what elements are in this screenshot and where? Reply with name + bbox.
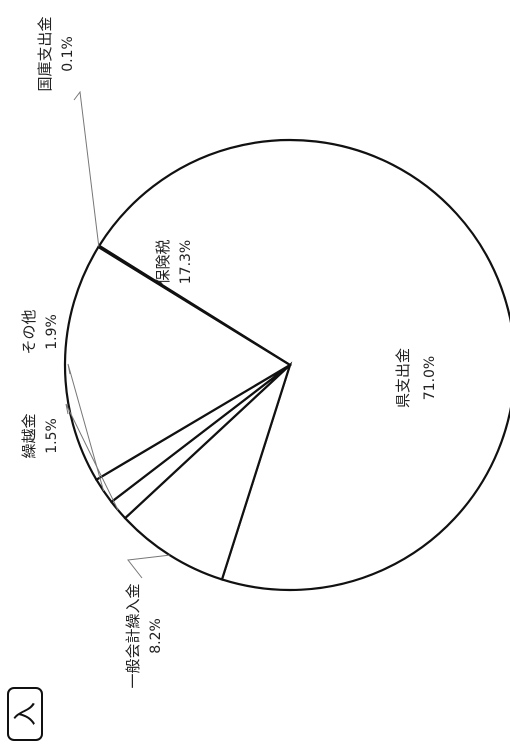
slice-label-6: 国庫支出金 0.1% — [36, 16, 76, 91]
section-mark-box — [7, 687, 43, 741]
slice-label-3: 繰越金 1.5% — [20, 413, 60, 458]
slice-percent: 1.9% — [44, 314, 60, 350]
slice-name: 保険税 — [154, 239, 172, 284]
slice-percent: 1.5% — [44, 418, 60, 454]
slice-label-1: 県支出金 71.0% — [394, 348, 438, 408]
slice-percent: 71.0% — [422, 356, 438, 400]
leader-lines — [65, 90, 170, 579]
pie-slice-5 — [63, 245, 293, 482]
leader-line-6 — [73, 90, 100, 247]
slice-name: その他 — [20, 309, 38, 354]
slice-labels: 県支出金 71.0% 一般会計繰入金 8.2% 繰越金 1.5% その他 1.9% 保険税 17.… — [20, 16, 438, 688]
pie-slices — [63, 138, 510, 592]
slice-label-4: その他 1.9% — [20, 309, 60, 354]
pie-slice-1 — [97, 138, 510, 592]
slice-percent: 17.3% — [178, 240, 194, 284]
slice-name: 国庫支出金 — [36, 16, 54, 91]
leader-line-2 — [127, 554, 170, 579]
slice-percent: 0.1% — [60, 36, 76, 72]
leader-line-4 — [67, 363, 105, 492]
section-mark-text: 入 — [11, 702, 39, 726]
slice-name: 繰越金 — [20, 413, 38, 458]
slice-label-5: 保険税 17.3% — [154, 239, 194, 284]
slice-name: 一般会計繰入金 — [124, 583, 142, 688]
leader-line-3 — [65, 403, 119, 511]
section-mark: 入 — [7, 687, 43, 741]
slice-percent: 8.2% — [148, 618, 164, 654]
slice-name: 県支出金 — [394, 348, 412, 408]
slice-label-2: 一般会計繰入金 8.2% — [124, 583, 164, 688]
